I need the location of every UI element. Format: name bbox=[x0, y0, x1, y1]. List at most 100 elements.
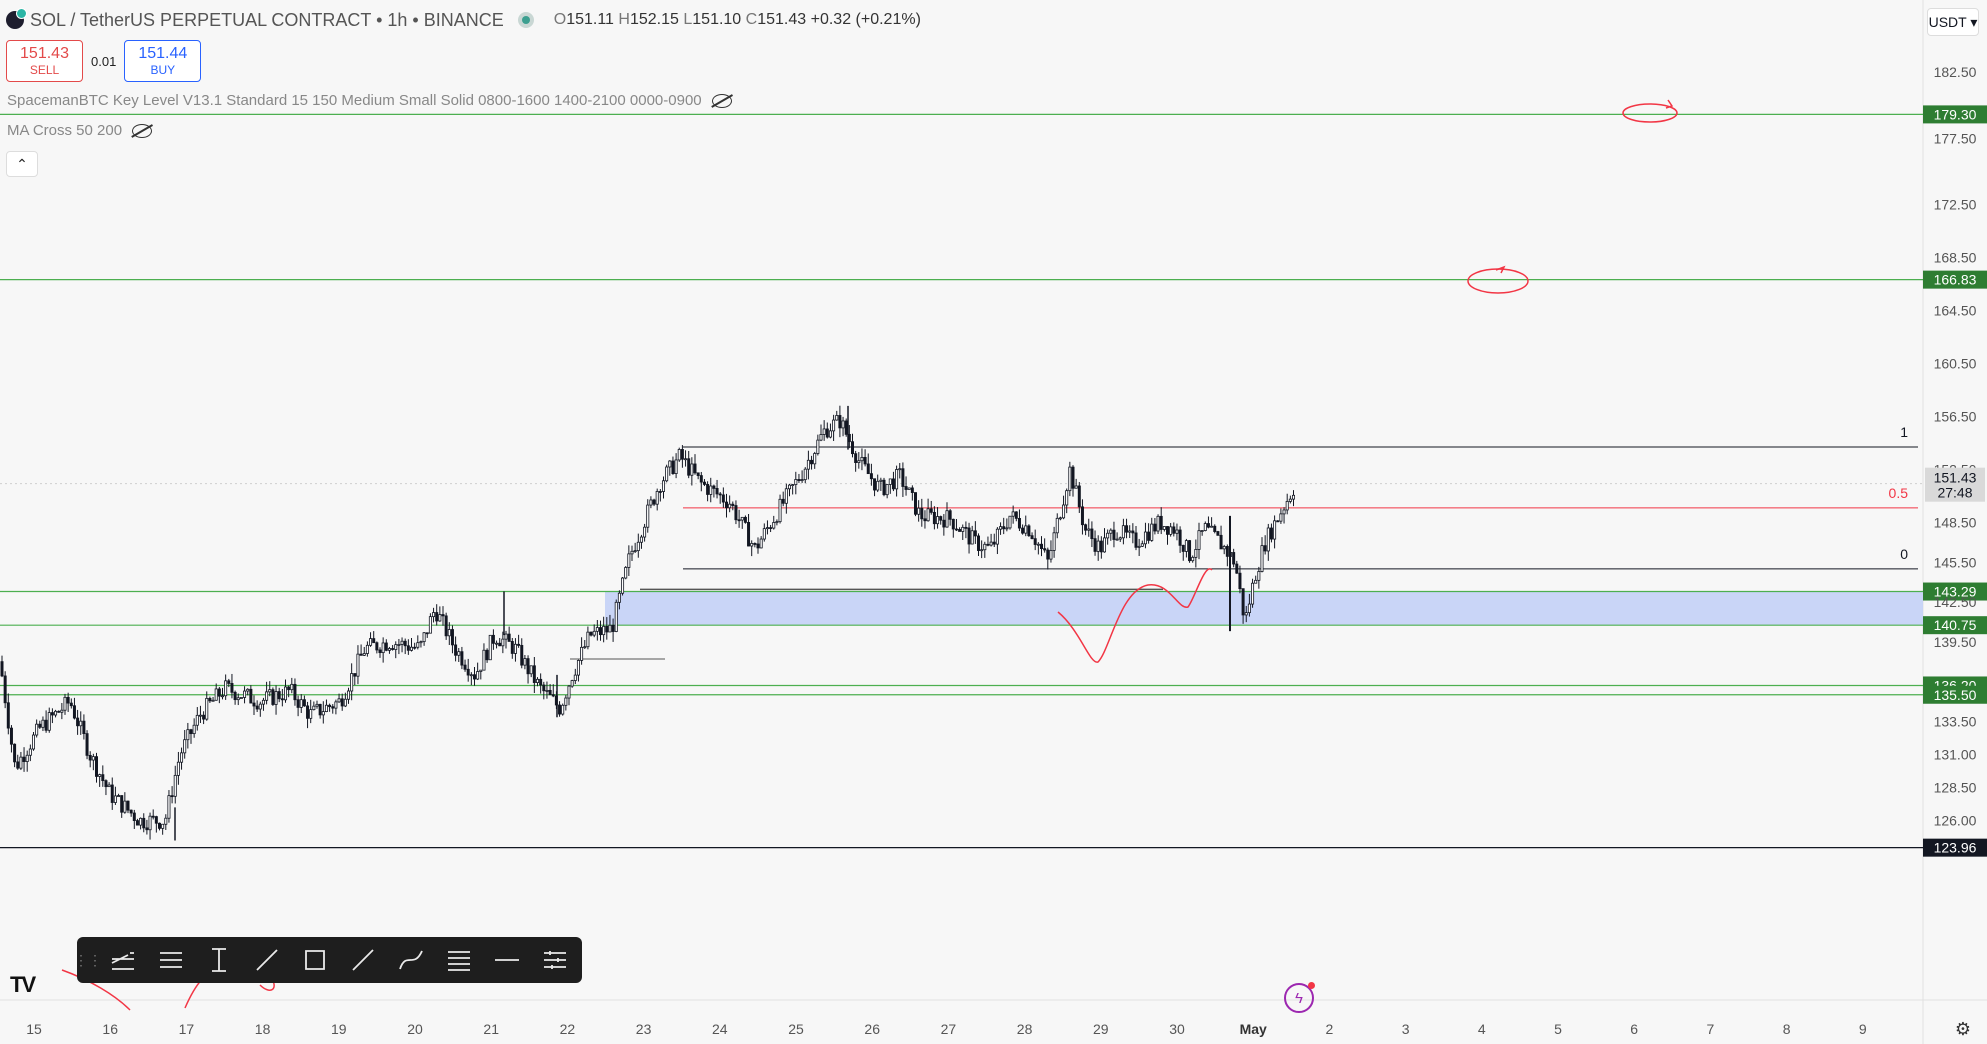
candle bbox=[148, 812, 152, 840]
candle-body bbox=[428, 616, 432, 634]
candle bbox=[734, 500, 738, 525]
candle-body bbox=[1055, 517, 1059, 534]
trend-line-icon[interactable] bbox=[339, 937, 387, 983]
candle-body bbox=[491, 634, 495, 644]
candle-body bbox=[441, 614, 445, 617]
candle-body bbox=[488, 634, 492, 661]
time-tick: 17 bbox=[179, 1021, 195, 1037]
drag-handle-icon[interactable]: ⋮⋮ bbox=[74, 951, 102, 968]
candle-body bbox=[255, 705, 259, 710]
candle-body bbox=[583, 646, 587, 649]
candle bbox=[268, 681, 272, 697]
time-tick: 7 bbox=[1707, 1021, 1715, 1037]
candle bbox=[1197, 522, 1201, 560]
market-status-icon bbox=[517, 12, 534, 28]
candle-body bbox=[1074, 485, 1078, 489]
candle-body bbox=[375, 642, 379, 651]
candle-body bbox=[1062, 504, 1066, 519]
candle bbox=[671, 456, 675, 475]
curve-icon[interactable] bbox=[387, 937, 435, 983]
candle bbox=[482, 643, 486, 671]
candle bbox=[684, 450, 688, 467]
buy-button[interactable]: 151.44 BUY bbox=[124, 40, 202, 82]
candle-body bbox=[825, 428, 829, 438]
settings-lines-icon[interactable] bbox=[531, 937, 579, 983]
candle-body bbox=[1058, 517, 1062, 520]
candle bbox=[120, 795, 124, 818]
candle-body bbox=[964, 526, 968, 529]
indicator-key-level[interactable]: SpacemanBTC Key Level V13.1 Standard 15 … bbox=[7, 92, 732, 109]
candle bbox=[901, 462, 905, 497]
candle-body bbox=[860, 456, 864, 462]
hidden-eye-icon[interactable] bbox=[132, 123, 153, 138]
candle bbox=[472, 667, 476, 686]
candle-body bbox=[1046, 549, 1050, 560]
candle bbox=[186, 722, 190, 749]
candle bbox=[1175, 523, 1179, 541]
sell-button[interactable]: 151.43 SELL bbox=[6, 40, 83, 82]
candle-body bbox=[910, 487, 914, 493]
candle bbox=[753, 542, 757, 548]
candle-body bbox=[482, 649, 486, 671]
multi-line-icon[interactable] bbox=[99, 937, 147, 983]
candle bbox=[1024, 515, 1028, 537]
time-tick: 23 bbox=[636, 1021, 652, 1037]
candle bbox=[104, 779, 108, 796]
candle-body bbox=[192, 724, 196, 735]
currency-selector[interactable]: USDT ▾ bbox=[1927, 8, 1979, 36]
candle-body bbox=[948, 510, 952, 520]
candle bbox=[980, 540, 984, 559]
lightning-icon[interactable]: ϟ bbox=[1284, 982, 1315, 1013]
candle bbox=[551, 684, 555, 698]
rectangle-icon[interactable] bbox=[291, 937, 339, 983]
candle bbox=[939, 515, 943, 525]
candle-body bbox=[1203, 523, 1207, 531]
candle-body bbox=[1241, 588, 1245, 616]
candle-body bbox=[463, 664, 467, 670]
vertical-line-icon[interactable] bbox=[195, 937, 243, 983]
candle bbox=[154, 815, 158, 833]
candle bbox=[769, 524, 773, 533]
candle-body bbox=[529, 665, 533, 675]
candle bbox=[331, 704, 335, 714]
trend-points-icon[interactable] bbox=[243, 937, 291, 983]
candle-body bbox=[422, 632, 426, 643]
hidden-eye-icon[interactable] bbox=[711, 93, 732, 108]
candle-body bbox=[1200, 530, 1204, 532]
candle-body bbox=[227, 680, 231, 684]
candle-body bbox=[79, 720, 83, 727]
candle-body bbox=[369, 638, 373, 646]
horizontal-lines-icon[interactable] bbox=[147, 937, 195, 983]
candle-body bbox=[88, 754, 92, 761]
candle bbox=[879, 477, 883, 491]
candle-body bbox=[460, 651, 464, 666]
candle-body bbox=[743, 516, 747, 523]
candle-body bbox=[1087, 528, 1091, 531]
horizontal-ray-icon[interactable] bbox=[483, 937, 531, 983]
symbol-title[interactable]: SOL / TetherUS PERPETUAL CONTRACT • 1h •… bbox=[30, 9, 504, 30]
candle bbox=[592, 624, 596, 638]
candle-body bbox=[816, 439, 820, 454]
candle bbox=[1172, 522, 1176, 537]
candle-body bbox=[110, 784, 114, 803]
candle bbox=[173, 765, 177, 804]
candle-body bbox=[126, 800, 130, 811]
tradingview-logo[interactable]: TV bbox=[10, 972, 36, 997]
candle bbox=[340, 693, 344, 711]
candle-body bbox=[671, 460, 675, 474]
time-tick: 16 bbox=[102, 1021, 118, 1037]
candle-body bbox=[539, 678, 543, 686]
indicator-ma-cross[interactable]: MA Cross 50 200 bbox=[7, 122, 153, 139]
candle-body bbox=[580, 646, 584, 661]
candle bbox=[895, 465, 899, 497]
gear-icon[interactable]: ⚙ bbox=[1954, 1019, 1971, 1039]
candle bbox=[1188, 539, 1192, 563]
candle-body bbox=[567, 685, 571, 699]
candle bbox=[460, 646, 464, 670]
fib-icon[interactable] bbox=[435, 937, 483, 983]
candle bbox=[337, 693, 341, 703]
candle bbox=[854, 450, 858, 472]
candle-body bbox=[1147, 531, 1151, 541]
collapse-indicators-button[interactable]: ⌃ bbox=[6, 151, 38, 177]
